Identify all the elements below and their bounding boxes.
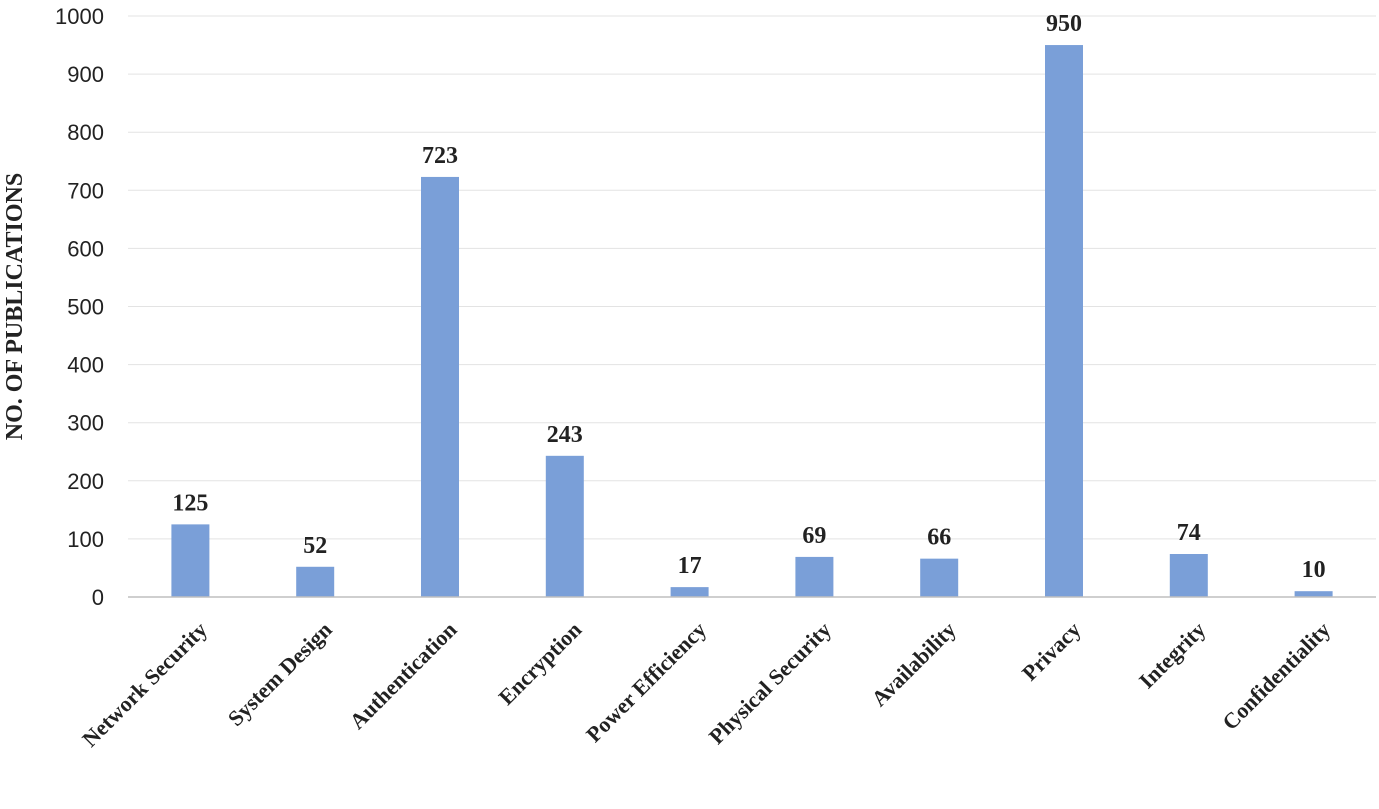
data-label: 723 bbox=[422, 143, 458, 169]
x-tick-label: System Design bbox=[223, 617, 337, 731]
gridlines bbox=[128, 15, 1376, 540]
bar bbox=[1045, 45, 1083, 598]
data-label: 17 bbox=[678, 553, 702, 579]
y-tick-label: 900 bbox=[67, 62, 104, 87]
y-tick-label: 100 bbox=[67, 527, 104, 552]
x-tick-label: Authentication bbox=[344, 617, 461, 734]
y-axis-ticks: 0 100 200 300 400 500 600 700 800 900 1000 bbox=[55, 4, 104, 610]
data-label: 243 bbox=[547, 422, 583, 448]
data-label: 69 bbox=[802, 523, 826, 549]
bar bbox=[171, 524, 210, 597]
y-tick-label: 400 bbox=[67, 353, 104, 378]
bars bbox=[171, 45, 1333, 598]
y-tick-label: 700 bbox=[67, 178, 104, 203]
bar bbox=[795, 556, 834, 597]
y-tick-label: 600 bbox=[67, 236, 104, 261]
x-tick-label: Integrity bbox=[1134, 617, 1210, 693]
x-axis-ticks: Network Security System Design Authenticat… bbox=[77, 617, 1335, 752]
bar bbox=[545, 455, 584, 597]
y-tick-label: 200 bbox=[67, 469, 104, 494]
x-tick-label: Privacy bbox=[1017, 617, 1086, 686]
y-axis-label: NO. OF PUBLICATIONS bbox=[2, 173, 28, 440]
y-tick-label: 800 bbox=[67, 120, 104, 145]
data-label: 52 bbox=[303, 533, 327, 559]
x-tick-label: Encryption bbox=[493, 617, 586, 710]
y-tick-label: 300 bbox=[67, 411, 104, 436]
x-tick-label: Confidentiality bbox=[1217, 617, 1335, 735]
x-tick-label: Physical Security bbox=[704, 617, 836, 749]
data-labels: 125 52 723 243 17 69 66 950 74 10 bbox=[172, 11, 1325, 583]
bar bbox=[296, 566, 335, 597]
bar bbox=[421, 176, 459, 597]
x-tick-label: Power Efficiency bbox=[581, 617, 711, 747]
y-tick-label: 1000 bbox=[55, 4, 104, 29]
bar bbox=[1169, 554, 1208, 597]
data-label: 125 bbox=[172, 490, 208, 516]
bar bbox=[670, 587, 709, 597]
y-tick-label: 500 bbox=[67, 295, 104, 320]
x-tick-label: Network Security bbox=[77, 617, 212, 752]
data-label: 74 bbox=[1177, 520, 1201, 546]
data-label: 10 bbox=[1302, 557, 1326, 583]
bar bbox=[920, 558, 959, 597]
x-tick-label: Availability bbox=[866, 617, 960, 711]
data-label: 66 bbox=[927, 525, 951, 551]
data-label: 950 bbox=[1046, 11, 1082, 37]
bar bbox=[1294, 591, 1333, 597]
y-tick-label: 0 bbox=[92, 585, 104, 610]
